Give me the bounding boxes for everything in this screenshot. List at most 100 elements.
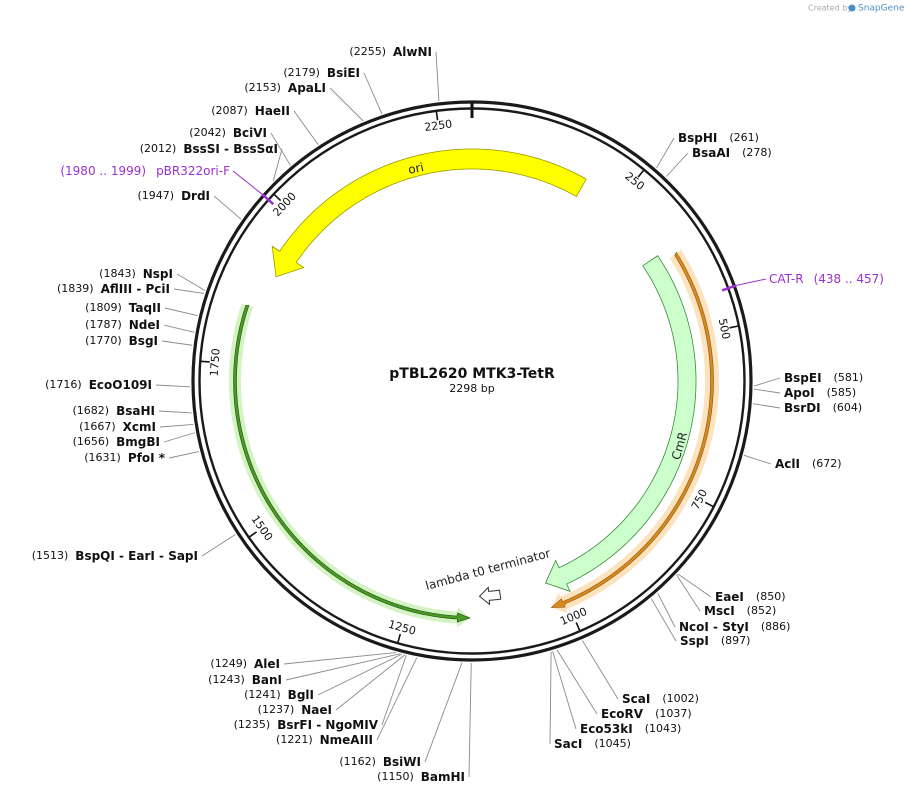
outer-ring	[191, 100, 753, 662]
site-connector	[650, 598, 677, 642]
site-label: ScaI (1002)	[622, 692, 699, 706]
site-label: BspEI (581)	[784, 371, 863, 385]
site-label: (2012) BssSI - BssSαI	[140, 142, 278, 156]
site-position: (852)	[747, 604, 777, 617]
site-connector	[753, 403, 781, 409]
site-label: SspI (897)	[680, 634, 750, 648]
site-connector	[317, 653, 403, 696]
site-label: EaeI (850)	[715, 590, 786, 604]
enzyme-name: EcoRV	[601, 707, 644, 721]
orange-arrow	[550, 251, 714, 608]
site-label: (1682) BsaHI	[73, 404, 155, 418]
tick-mark	[729, 325, 739, 329]
site-connector	[270, 132, 291, 166]
enzyme-name: DrdI	[181, 189, 210, 203]
site-label: SacI (1045)	[554, 737, 631, 751]
site-position: (1221)	[276, 733, 313, 746]
site-label: (2179) BsiEI	[283, 66, 360, 80]
site-position: (897)	[721, 634, 751, 647]
site-label: (2255) AlwNI	[349, 45, 432, 59]
site-position: (2087)	[211, 104, 248, 117]
primer-range: (1980 .. 1999)	[60, 164, 146, 178]
site-position: (1043)	[645, 722, 682, 735]
site-position: (278)	[742, 146, 772, 159]
tick-label: 1750	[208, 348, 223, 377]
site-connector	[163, 324, 195, 333]
tick-mark	[575, 622, 581, 632]
site-position: (1162)	[339, 755, 376, 768]
enzyme-name: MscI	[704, 604, 735, 618]
site-label: (1513) BspQI - EarI - SapI	[32, 549, 198, 563]
site-connector	[676, 574, 701, 612]
enzyme-name: BsaHI	[116, 404, 155, 418]
primer-label: (1980 .. 1999) pBR322ori-F	[60, 164, 230, 178]
tick-label: 500	[716, 317, 733, 340]
tick-label: 250	[622, 170, 646, 193]
plasmid-name: pTBL2620 MTK3-TetR	[389, 366, 555, 382]
site-label: (1716) EcoO109I	[45, 378, 152, 392]
enzyme-name: ApaLI	[288, 81, 326, 95]
enzyme-name: AflIII - PciI	[101, 282, 170, 296]
site-connector	[435, 51, 440, 101]
enzyme-name: NmeAIII	[320, 733, 373, 747]
site-label: (1656) BmgBI	[73, 435, 160, 449]
site-connector	[173, 288, 205, 294]
site-label: (1839) AflIII - PciI	[57, 282, 170, 296]
labels: 250500750100012501500175020002250oriCmRl…	[32, 45, 884, 784]
site-position: (1839)	[57, 282, 94, 295]
site-label: (1667) XcmI	[79, 420, 156, 434]
site-position: (1037)	[655, 707, 692, 720]
site-position: (1809)	[85, 301, 122, 314]
site-position: (2042)	[189, 126, 226, 139]
enzyme-name: HaeII	[255, 104, 290, 118]
enzyme-name: TaqII	[129, 301, 161, 315]
site-label: (1809) TaqII	[85, 301, 161, 315]
site-label: MscI (852)	[704, 604, 776, 618]
enzyme-name: BamHI	[421, 770, 465, 784]
site-label: (1787) NdeI	[85, 318, 160, 332]
site-connector	[164, 307, 198, 317]
site-position: (2255)	[349, 45, 386, 58]
tick-mark	[397, 633, 402, 643]
site-label: ApoI (585)	[784, 386, 856, 400]
brand-icon	[848, 4, 856, 12]
site-connector	[743, 454, 772, 465]
cmr-arrow	[544, 255, 697, 592]
enzyme-name: XcmI	[123, 420, 156, 434]
site-position: (1770)	[85, 334, 122, 347]
site-position: (1045)	[594, 737, 631, 750]
site-position: (1631)	[84, 451, 121, 464]
site-position: (1843)	[99, 267, 136, 280]
primer-range: (438 .. 457)	[814, 272, 884, 286]
site-label: (1770) BsgI	[85, 334, 158, 348]
site-connector	[213, 195, 242, 220]
site-connector	[293, 110, 319, 145]
site-connector	[176, 273, 206, 291]
site-label: NcoI - StyI (886)	[679, 620, 790, 634]
site-connector	[657, 592, 676, 628]
site-label: EcoRV (1037)	[601, 707, 692, 721]
site-label: BspHI (261)	[678, 131, 759, 145]
site-connector	[424, 662, 463, 763]
enzyme-name: BsrDI	[784, 401, 821, 415]
primer-label: CAT-R (438 .. 457)	[769, 272, 884, 286]
site-position: (2153)	[244, 81, 281, 94]
enzyme-name: BssSI - BssSαI	[183, 142, 278, 156]
site-connector	[329, 87, 364, 122]
site-position: (1002)	[662, 692, 699, 705]
ori-arrow	[271, 148, 587, 278]
site-connector	[155, 384, 191, 388]
site-connector	[381, 655, 407, 726]
site-label: (1221) NmeAIII	[276, 733, 373, 747]
primer-mark	[721, 284, 737, 292]
enzyme-name: BglI	[288, 688, 314, 702]
tick-mark	[704, 501, 714, 508]
site-connector	[285, 653, 401, 681]
site-position: (672)	[812, 457, 842, 470]
site-connector	[163, 432, 195, 443]
site-position: (1656)	[73, 435, 110, 448]
site-position: (1513)	[32, 549, 69, 562]
site-label: BsrDI (604)	[784, 401, 862, 415]
site-connector	[677, 573, 712, 598]
site-connector	[376, 657, 418, 741]
